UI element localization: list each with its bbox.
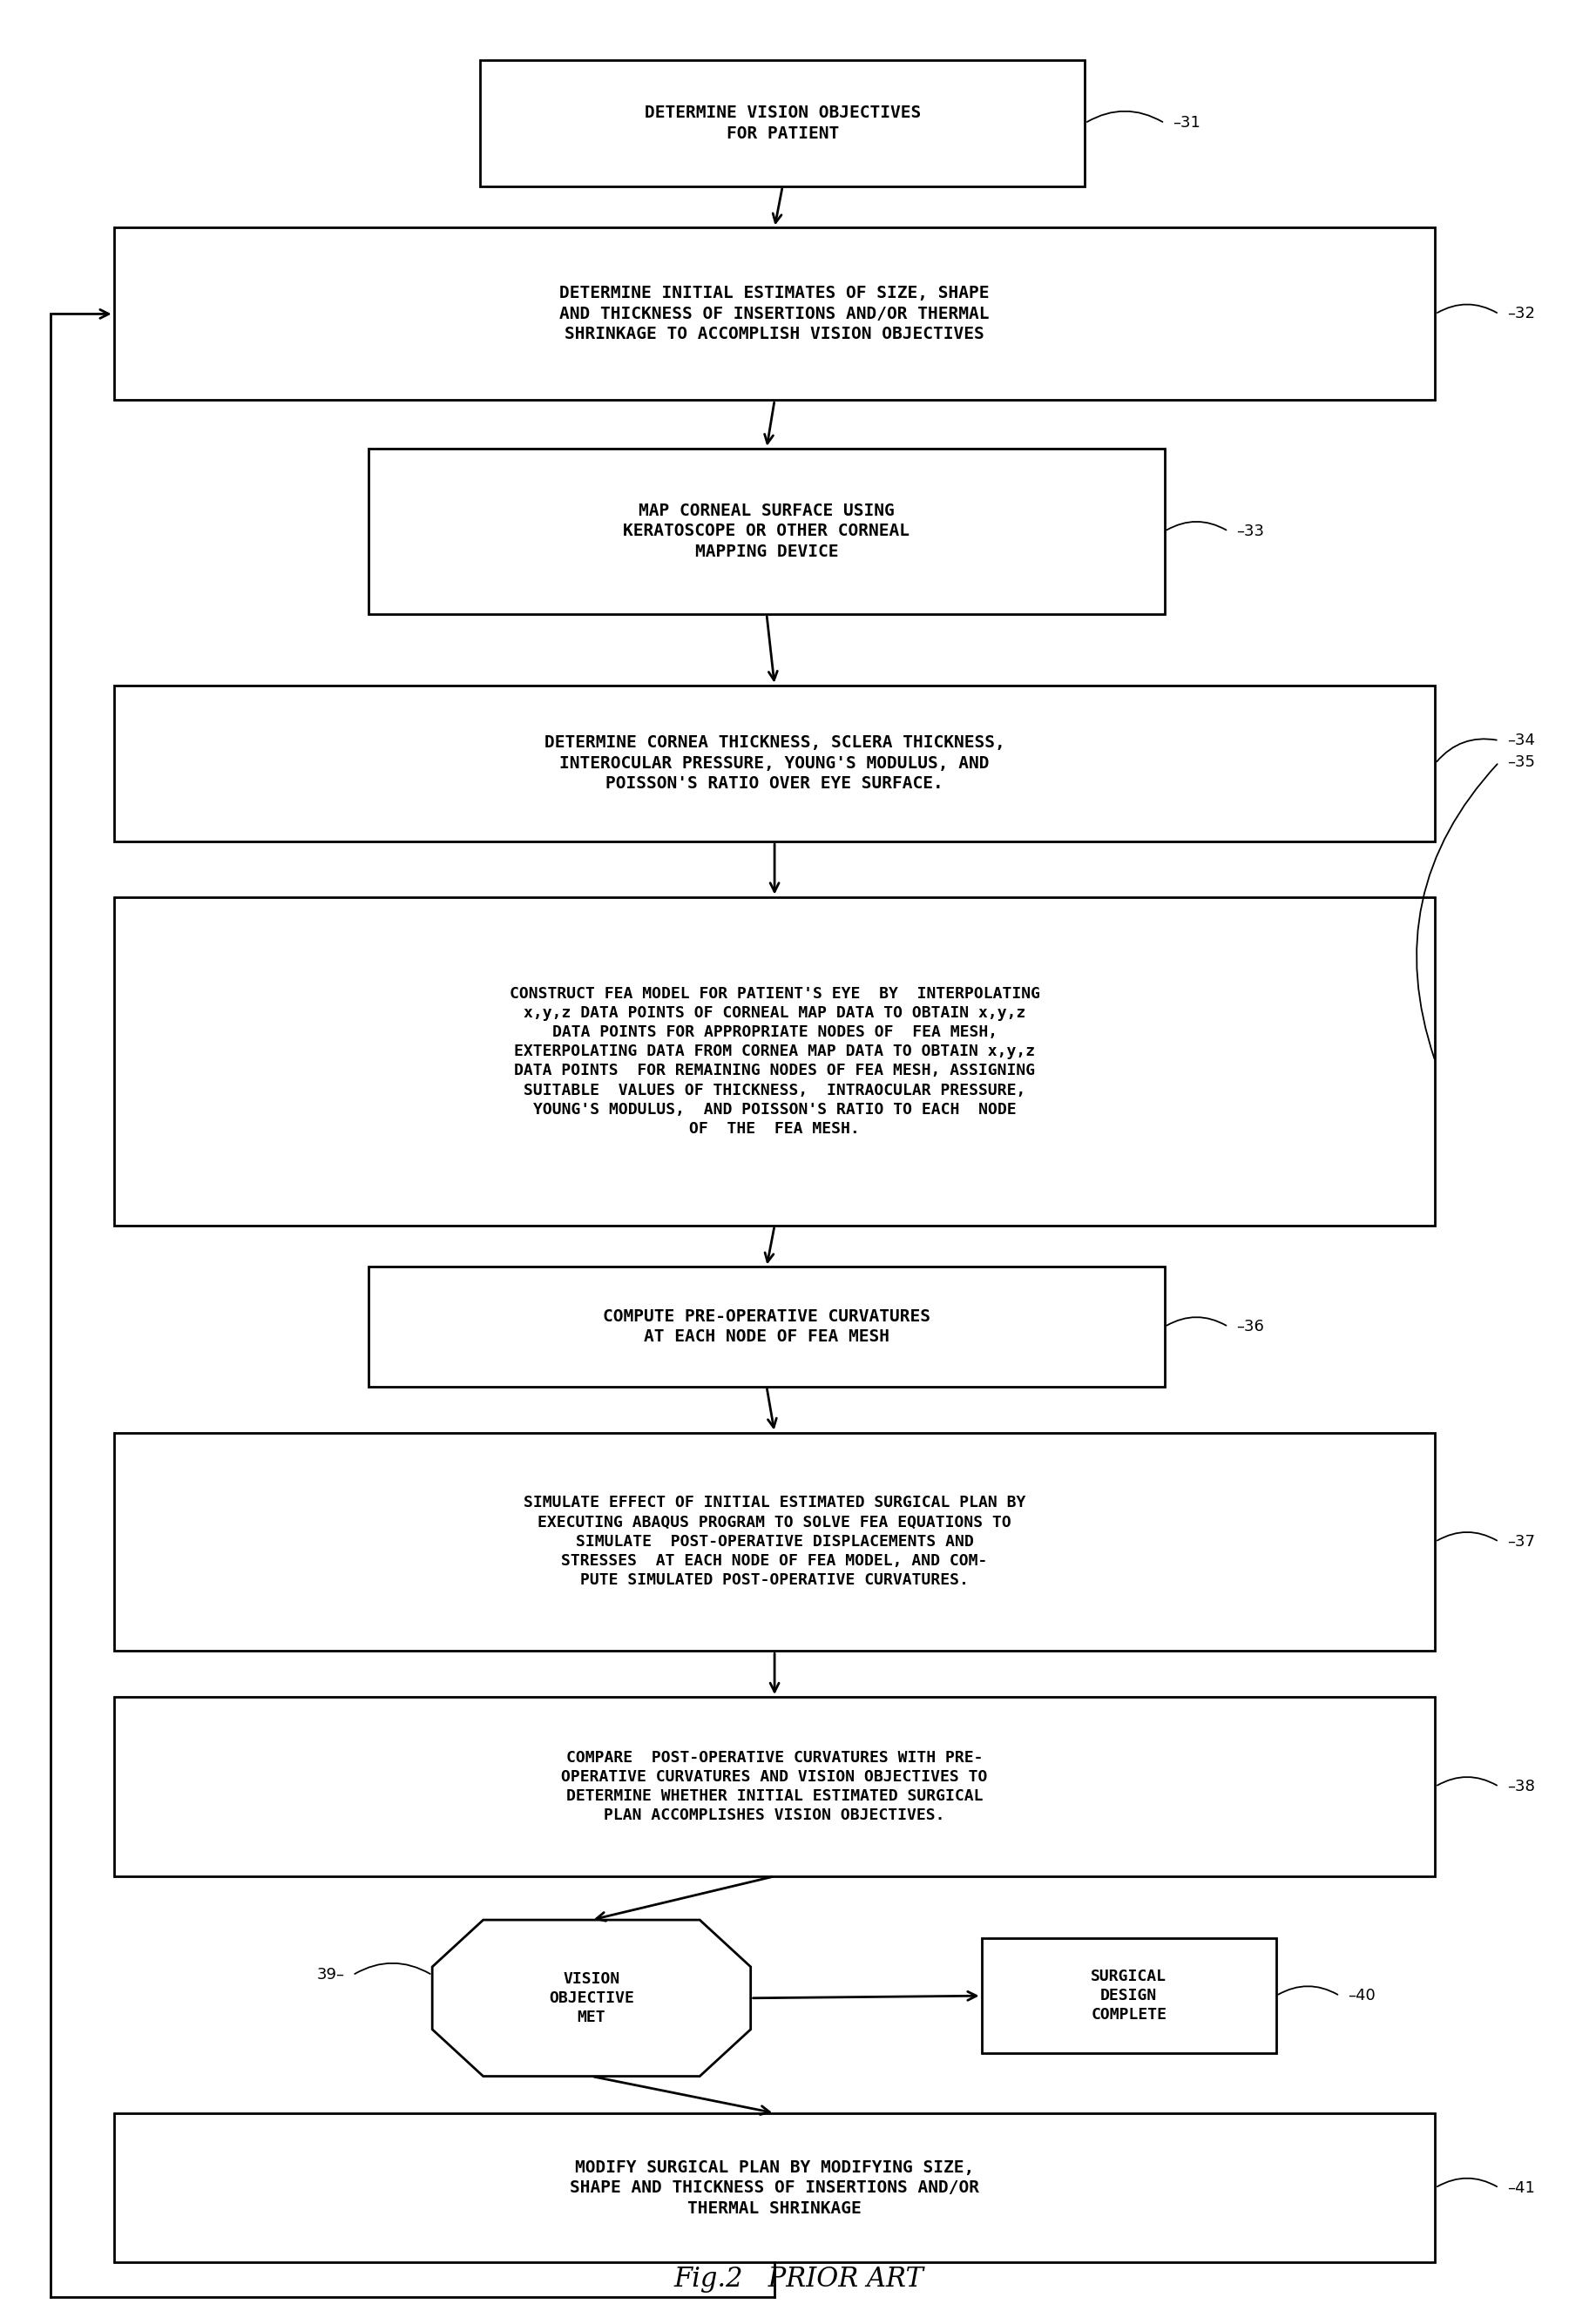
Text: CONSTRUCT FEA MODEL FOR PATIENT'S EYE  BY  INTERPOLATING
x,y,z DATA POINTS OF CO: CONSTRUCT FEA MODEL FOR PATIENT'S EYE BY… <box>509 986 1039 1136</box>
Text: VISION
OBJECTIVE
MET: VISION OBJECTIVE MET <box>549 1970 634 2025</box>
Text: –37: –37 <box>1507 1534 1534 1551</box>
Bar <box>480 60 1084 187</box>
Text: DETERMINE INITIAL ESTIMATES OF SIZE, SHAPE
AND THICKNESS OF INSERTIONS AND/OR TH: DETERMINE INITIAL ESTIMATES OF SIZE, SHA… <box>559 286 990 343</box>
Polygon shape <box>433 1919 750 2076</box>
Bar <box>113 2113 1435 2263</box>
Text: SIMULATE EFFECT OF INITIAL ESTIMATED SURGICAL PLAN BY
EXECUTING ABAQUS PROGRAM T: SIMULATE EFFECT OF INITIAL ESTIMATED SUR… <box>523 1495 1025 1587</box>
Text: –32: –32 <box>1507 306 1534 323</box>
Text: SURGICAL
DESIGN
COMPLETE: SURGICAL DESIGN COMPLETE <box>1090 1968 1167 2023</box>
Text: Fig.2   PRIOR ART: Fig.2 PRIOR ART <box>674 2265 922 2292</box>
Text: –36: –36 <box>1235 1318 1264 1334</box>
Text: –38: –38 <box>1507 1779 1534 1795</box>
Text: DETERMINE CORNEA THICKNESS, SCLERA THICKNESS,
INTEROCULAR PRESSURE, YOUNG'S MODU: DETERMINE CORNEA THICKNESS, SCLERA THICK… <box>544 735 1004 793</box>
Bar <box>113 896 1435 1226</box>
Text: COMPUTE PRE-OPERATIVE CURVATURES
AT EACH NODE OF FEA MESH: COMPUTE PRE-OPERATIVE CURVATURES AT EACH… <box>602 1309 930 1346</box>
Text: 39–: 39– <box>316 1968 345 1984</box>
Text: –41: –41 <box>1507 2180 1534 2196</box>
Text: –40: –40 <box>1347 1988 1374 2004</box>
Text: MAP CORNEAL SURFACE USING
KERATOSCOPE OR OTHER CORNEAL
MAPPING DEVICE: MAP CORNEAL SURFACE USING KERATOSCOPE OR… <box>622 502 910 560</box>
Text: COMPARE  POST-OPERATIVE CURVATURES WITH PRE-
OPERATIVE CURVATURES AND VISION OBJ: COMPARE POST-OPERATIVE CURVATURES WITH P… <box>562 1749 988 1822</box>
Bar <box>369 449 1163 613</box>
Bar <box>369 1267 1163 1387</box>
Bar <box>113 1698 1435 1875</box>
Bar <box>113 684 1435 841</box>
Bar <box>113 228 1435 401</box>
Bar <box>982 1938 1275 2053</box>
Text: –34: –34 <box>1507 733 1534 749</box>
Text: –33: –33 <box>1235 523 1264 539</box>
Bar <box>113 1433 1435 1652</box>
Text: MODIFY SURGICAL PLAN BY MODIFYING SIZE,
SHAPE AND THICKNESS OF INSERTIONS AND/OR: MODIFY SURGICAL PLAN BY MODIFYING SIZE, … <box>570 2159 978 2216</box>
Text: DETERMINE VISION OBJECTIVES
FOR PATIENT: DETERMINE VISION OBJECTIVES FOR PATIENT <box>643 104 921 141</box>
Text: –31: –31 <box>1171 115 1200 131</box>
Text: –35: –35 <box>1507 753 1534 770</box>
